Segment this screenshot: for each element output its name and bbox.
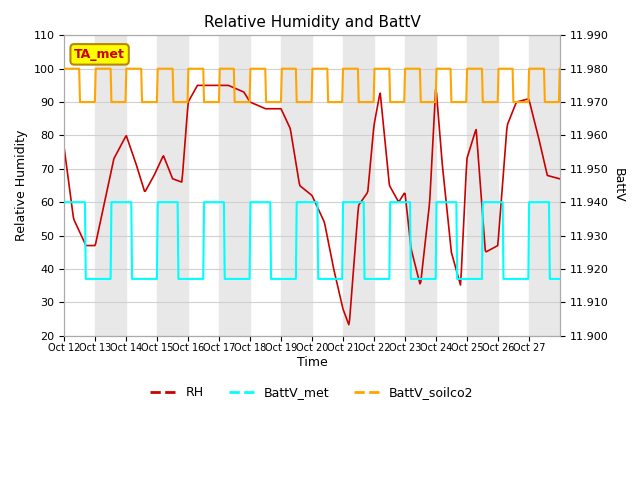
- Bar: [405, 36, 436, 336]
- Legend: RH, BattV_met, BattV_soilco2: RH, BattV_met, BattV_soilco2: [145, 382, 479, 405]
- Title: Relative Humidity and BattV: Relative Humidity and BattV: [204, 15, 420, 30]
- Bar: [529, 36, 560, 336]
- Text: TA_met: TA_met: [74, 48, 125, 61]
- Y-axis label: Relative Humidity: Relative Humidity: [15, 130, 28, 241]
- Bar: [467, 36, 498, 336]
- Bar: [157, 36, 188, 336]
- Bar: [95, 36, 126, 336]
- Y-axis label: BattV: BattV: [612, 168, 625, 203]
- Bar: [219, 36, 250, 336]
- X-axis label: Time: Time: [296, 356, 328, 369]
- Bar: [343, 36, 374, 336]
- Bar: [281, 36, 312, 336]
